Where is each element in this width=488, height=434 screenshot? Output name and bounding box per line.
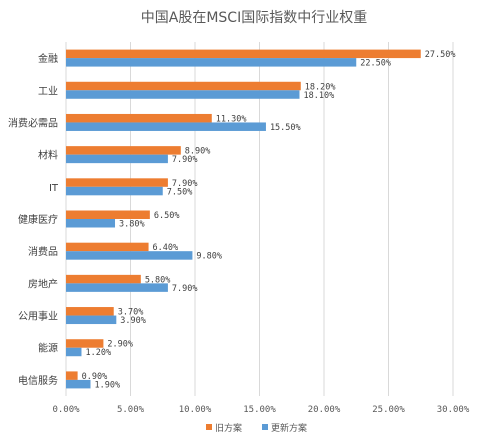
bar [66, 81, 301, 91]
bar [66, 347, 82, 357]
bars [66, 49, 421, 389]
bar [66, 274, 141, 284]
x-tick-label: 0.00% [52, 405, 80, 415]
bar [66, 251, 193, 260]
category-label: 工业 [38, 85, 58, 97]
legend-label: 旧方案 [215, 422, 242, 434]
data-label: 9.80% [196, 252, 222, 262]
legend-label: 更新方案 [271, 422, 307, 434]
bar [66, 58, 357, 67]
bar [66, 113, 212, 123]
x-tick-label: 20.00% [308, 405, 341, 415]
category-label: 消费品 [28, 245, 58, 258]
bar [66, 154, 168, 164]
gridlines [65, 42, 454, 396]
category-label: 消费必需品 [8, 116, 58, 129]
legend-swatch [206, 424, 212, 430]
bar [66, 379, 91, 389]
category-label: 电信服务 [18, 374, 58, 387]
category-label: 材料 [38, 149, 58, 162]
data-label: 22.50% [360, 59, 391, 69]
bar [66, 90, 300, 99]
legend: 旧方案 更新方案 [206, 422, 307, 434]
bar [66, 146, 181, 155]
data-label: 3.80% [119, 220, 145, 230]
data-label: 7.90% [172, 155, 198, 165]
bar [66, 371, 78, 380]
data-label: 1.90% [95, 380, 121, 390]
chart-title: 中国A股在MSCI国际指数中行业权重 [141, 10, 367, 26]
x-tick-label: 30.00% [437, 405, 470, 415]
data-label: 11.30% [216, 114, 247, 124]
data-label: 2.90% [107, 340, 133, 350]
data-label: 7.50% [167, 187, 193, 197]
data-label: 3.70% [118, 308, 144, 318]
category-label: 金融 [38, 52, 58, 65]
data-label: 8.90% [185, 147, 211, 157]
bar [66, 315, 117, 325]
data-label: 15.50% [270, 123, 301, 133]
data-label: 0.90% [82, 372, 108, 382]
data-label: 18.10% [303, 91, 334, 101]
bar [66, 339, 104, 348]
data-label: 7.90% [172, 284, 198, 294]
bar [66, 242, 149, 252]
bar [66, 178, 168, 187]
category-label: IT [49, 183, 59, 194]
data-labels: 27.50% 22.50% 18.20%18.10% 11.30% 15.50% 8.90… [82, 50, 456, 390]
bar [66, 122, 266, 131]
x-tick-label: 25.00% [372, 405, 405, 415]
category-label: 能源 [38, 342, 58, 355]
data-label: 7.90% [172, 179, 198, 189]
bar [66, 307, 114, 316]
category-label: 公用事业 [18, 310, 58, 323]
category-label: 房地产 [28, 277, 58, 290]
bar [66, 219, 116, 228]
data-label: 5.80% [145, 275, 171, 285]
bar [66, 49, 421, 59]
x-axis-ticks: 0.00% 5.00% 10.00% 15.00% 20.00% 25.00% 30.00% [52, 405, 469, 415]
x-tick-label: 5.00% [117, 405, 145, 415]
data-label: 6.40% [153, 243, 179, 253]
data-label: 3.90% [120, 316, 146, 326]
data-label: 1.20% [85, 348, 111, 358]
legend-swatch [262, 424, 268, 430]
data-label: 18.20% [305, 82, 336, 92]
category-label: 健康医疗 [18, 213, 58, 226]
bar [66, 186, 163, 196]
x-tick-label: 15.00% [243, 405, 276, 415]
data-label: 27.50% [425, 50, 456, 60]
x-tick-label: 10.00% [179, 405, 212, 415]
bar [66, 283, 168, 292]
data-label: 6.50% [154, 211, 180, 221]
bar [66, 210, 150, 219]
